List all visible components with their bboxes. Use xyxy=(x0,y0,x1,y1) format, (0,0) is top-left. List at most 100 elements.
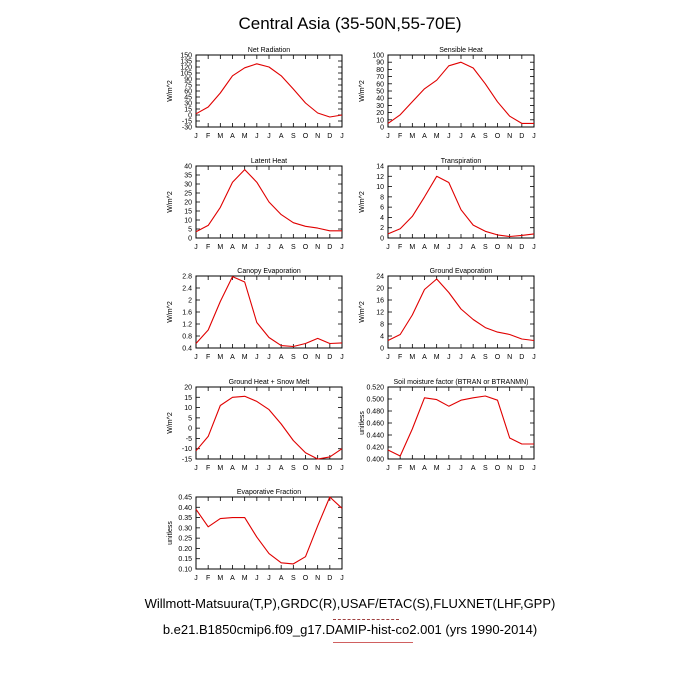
y-axis-label: W/m^2 xyxy=(167,412,174,434)
panel-title: Net Radiation xyxy=(248,47,291,54)
y-tick-label: 5 xyxy=(188,227,192,234)
y-tick-label: 10 xyxy=(184,218,192,225)
x-tick-label: N xyxy=(507,354,512,361)
x-tick-label: J xyxy=(386,244,390,251)
x-tick-label: M xyxy=(409,244,415,251)
x-tick-label: D xyxy=(327,133,332,140)
x-tick-label: M xyxy=(409,133,415,140)
x-tick-label: F xyxy=(398,133,402,140)
x-tick-label: F xyxy=(206,575,210,582)
x-tick-label: F xyxy=(206,244,210,251)
x-tick-label: J xyxy=(459,465,463,472)
y-tick-label: 0.520 xyxy=(366,385,384,392)
x-tick-label: J xyxy=(532,354,536,361)
y-tick-label: 0 xyxy=(188,236,192,243)
y-tick-label: 70 xyxy=(376,74,384,81)
page-title: Central Asia (35-50N,55-70E) xyxy=(238,14,462,33)
y-tick-label: 15 xyxy=(184,395,192,402)
x-tick-label: A xyxy=(279,354,284,361)
y-tick-label: 4 xyxy=(380,334,384,341)
plot-frame xyxy=(387,54,535,128)
x-tick-label: A xyxy=(230,575,235,582)
x-tick-label: J xyxy=(340,244,344,251)
y-tick-label: 0 xyxy=(380,236,384,243)
x-tick-label: M xyxy=(242,354,248,361)
y-tick-label: 0.4 xyxy=(182,346,192,353)
y-tick-label: 120 xyxy=(180,65,192,72)
x-tick-label: M xyxy=(434,133,440,140)
y-tick-label: 16 xyxy=(376,298,384,305)
x-tick-label: J xyxy=(255,244,259,251)
x-tick-label: J xyxy=(532,133,536,140)
y-tick-label: 8 xyxy=(380,194,384,201)
panel-title: Ground Evaporation xyxy=(430,268,493,275)
x-tick-label: A xyxy=(230,244,235,251)
x-tick-label: J xyxy=(267,575,271,582)
x-tick-label: N xyxy=(315,465,320,472)
x-tick-label: J xyxy=(459,354,463,361)
y-tick-label: 0.45 xyxy=(178,495,192,502)
x-tick-label: S xyxy=(483,354,488,361)
x-tick-label: J xyxy=(340,465,344,472)
plot-frame xyxy=(195,54,343,128)
x-tick-label: D xyxy=(327,575,332,582)
x-tick-label: O xyxy=(303,133,309,140)
spellcheck-underline xyxy=(333,619,399,620)
x-tick-label: S xyxy=(291,133,296,140)
x-tick-label: M xyxy=(434,354,440,361)
y-tick-label: 30 xyxy=(376,103,384,110)
plot-frame xyxy=(387,386,535,460)
y-tick-label: 0.440 xyxy=(366,433,384,440)
y-tick-label: 0.500 xyxy=(366,397,384,404)
y-tick-label: 1.6 xyxy=(182,310,192,317)
series-line xyxy=(195,496,343,565)
series-line xyxy=(387,395,534,457)
y-axis-label: W/m^2 xyxy=(359,80,366,102)
y-tick-label: 45 xyxy=(184,95,192,102)
x-tick-label: J xyxy=(386,354,390,361)
x-tick-label: M xyxy=(434,244,440,251)
x-tick-label: J xyxy=(255,133,259,140)
y-tick-label: 0.35 xyxy=(178,515,192,522)
y-tick-label: 6 xyxy=(380,205,384,212)
x-tick-label: A xyxy=(279,244,284,251)
x-tick-label: A xyxy=(422,354,427,361)
plot-frame xyxy=(387,275,535,349)
x-tick-label: M xyxy=(409,465,415,472)
x-tick-label: M xyxy=(242,244,248,251)
x-tick-label: O xyxy=(303,244,309,251)
y-tick-label: -5 xyxy=(186,436,192,443)
x-tick-label: J xyxy=(532,244,536,251)
y-tick-label: 0.30 xyxy=(178,525,192,532)
y-tick-label: 2 xyxy=(188,298,192,305)
y-axis-label: W/m^2 xyxy=(359,191,366,213)
panel-title: Latent Heat xyxy=(251,158,287,165)
series-line xyxy=(195,276,343,348)
y-tick-label: 90 xyxy=(376,60,384,67)
y-tick-label: 75 xyxy=(184,83,192,90)
y-tick-label: 0.10 xyxy=(178,567,192,574)
x-tick-label: J xyxy=(386,465,390,472)
panel-title: Canopy Evaporation xyxy=(237,268,301,275)
y-tick-label: 20 xyxy=(184,200,192,207)
y-tick-label: 0 xyxy=(380,125,384,132)
y-tick-label: -10 xyxy=(182,446,192,453)
x-tick-label: M xyxy=(217,244,223,251)
x-tick-label: N xyxy=(507,244,512,251)
x-tick-label: M xyxy=(217,465,223,472)
x-tick-label: A xyxy=(422,244,427,251)
x-tick-label: A xyxy=(422,133,427,140)
x-tick-label: S xyxy=(291,244,296,251)
x-tick-label: J xyxy=(447,354,451,361)
panel-title: Evaporative Fraction xyxy=(237,489,301,496)
y-tick-label: 1.2 xyxy=(182,322,192,329)
x-tick-label: O xyxy=(495,244,501,251)
x-tick-label: A xyxy=(471,133,476,140)
x-tick-label: J xyxy=(194,133,198,140)
x-tick-label: O xyxy=(495,354,501,361)
x-tick-label: A xyxy=(471,465,476,472)
x-tick-label: D xyxy=(519,354,524,361)
